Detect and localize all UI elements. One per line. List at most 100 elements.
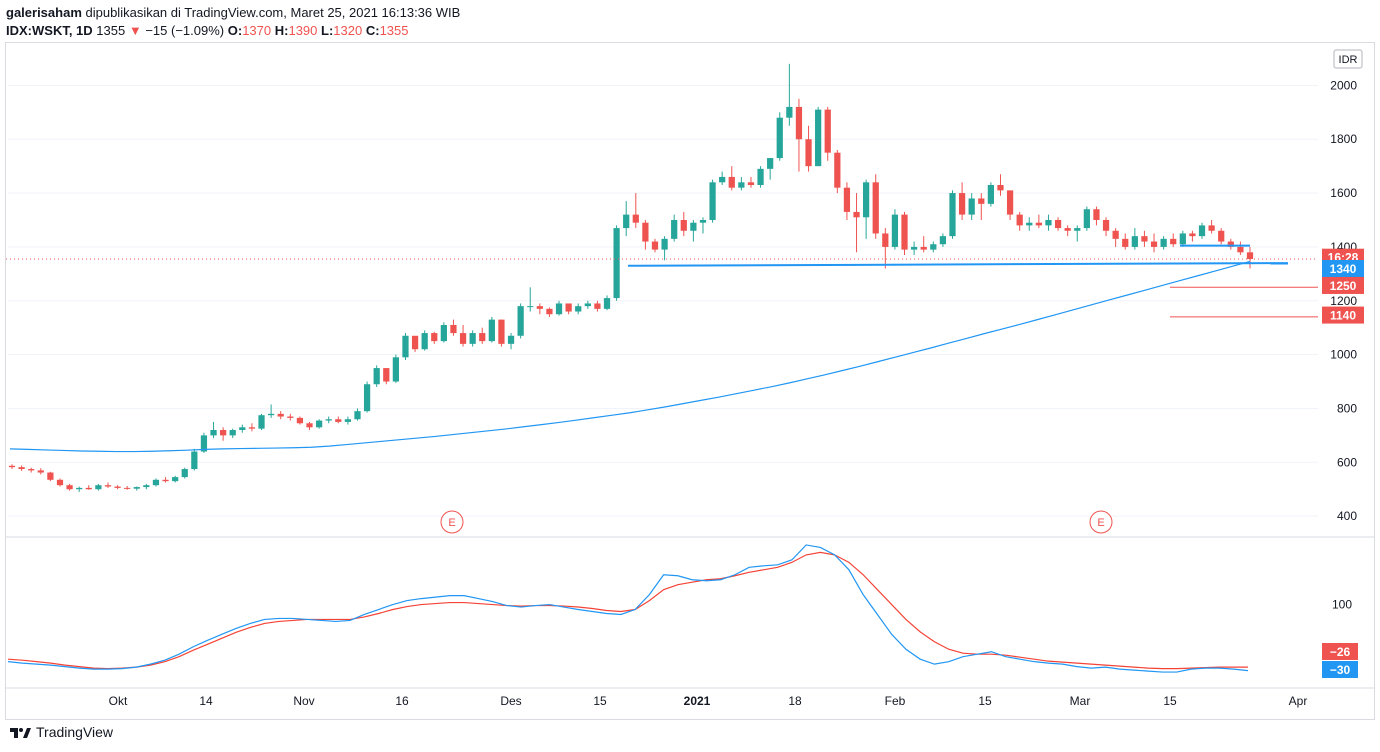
candle [565,303,572,315]
candle-body [738,182,745,188]
candle-body [181,469,188,478]
candle-body [680,220,687,231]
candle [1083,206,1090,231]
candle-body [229,430,236,436]
candle-body [1093,209,1100,220]
candle [248,423,256,432]
candle [56,478,64,487]
candle [124,486,131,490]
oscillator-label-text: −26 [1330,645,1351,659]
candle [690,220,697,242]
candle-body [565,303,572,312]
candle [1150,233,1158,253]
candle [85,485,92,490]
candle [392,354,399,383]
candle [603,295,611,311]
candle-body [930,244,937,250]
candle [220,427,227,441]
candle [1112,228,1119,247]
candle [277,411,284,420]
candle-body [344,419,352,422]
oscillator-pane [7,544,1249,673]
candle [824,106,831,161]
candle [37,468,44,475]
candle [651,238,659,253]
candle-body [325,419,332,421]
candle [152,478,160,487]
oscillator-label-text: −30 [1330,663,1351,677]
high-value: 1390 [288,23,318,38]
axes: 400600800100012001400160018002000IDR16:2… [109,49,1364,708]
moving-average-line [9,260,1251,453]
time-tick-label: Mar [1070,694,1091,708]
candle [863,179,870,239]
candle-body [719,176,726,183]
price-tick-label: 600 [1337,455,1357,469]
candle [28,467,35,473]
candle [162,477,169,483]
oscillator-label-box [1322,643,1358,660]
candle-body [1131,236,1138,247]
candle-body [949,193,956,237]
candle [210,421,217,439]
candle-body [1237,246,1244,253]
publisher-name[interactable]: galerisaham [6,5,82,20]
candle-body [1112,230,1119,239]
candle-body [421,333,428,350]
chart-header: galerisaham dipublikasikan di TradingVie… [6,4,460,40]
price-label-tag: 1140 [1322,306,1364,324]
candle [757,166,764,188]
earnings-marker: E [1089,510,1113,534]
candle-body [431,333,438,342]
candle [968,193,975,220]
candle [997,174,1004,196]
candle [1093,206,1100,226]
candle-body [200,435,208,452]
price-label-tag: 1250 [1322,276,1364,294]
support-trendline [627,262,1289,267]
candle-body [699,220,707,223]
candle [719,171,726,185]
candle [699,217,707,234]
candle-body [1074,228,1081,231]
candle-body [488,319,495,342]
candle-body [1189,233,1196,237]
candle-body [56,479,64,486]
candle-body [459,333,467,344]
candle [296,416,304,425]
candle [920,236,927,253]
candle-body [1141,236,1148,242]
candle [181,467,188,479]
candle-body [315,420,323,428]
candle-body [383,368,390,382]
candle-body [104,485,112,487]
candle [958,182,966,220]
candle-body [872,182,879,234]
candle [853,193,860,253]
time-tick-label: Des [500,694,521,708]
price-label-tag: 1340 [1322,260,1364,277]
candle-body [815,109,822,167]
candle [258,413,265,430]
open-label: O: [227,23,243,38]
candle-body [191,451,198,470]
candle-body [517,306,524,336]
last-price: 1355 [96,23,126,38]
candle [1237,241,1244,255]
candle [1246,246,1254,269]
candle-body [987,185,995,204]
candle-body [152,479,160,486]
candle-body [776,117,783,159]
candle [632,193,639,229]
candle [459,325,467,347]
candle-body [1035,222,1042,226]
tradingview-brand[interactable]: TradingView [8,724,113,740]
candle [335,416,342,424]
candle [191,448,198,471]
candle [930,241,937,253]
symbol-label[interactable]: IDX:WSKT, 1D [6,23,93,38]
brand-name: TradingView [36,724,114,740]
time-tick-label: Okt [109,694,128,708]
